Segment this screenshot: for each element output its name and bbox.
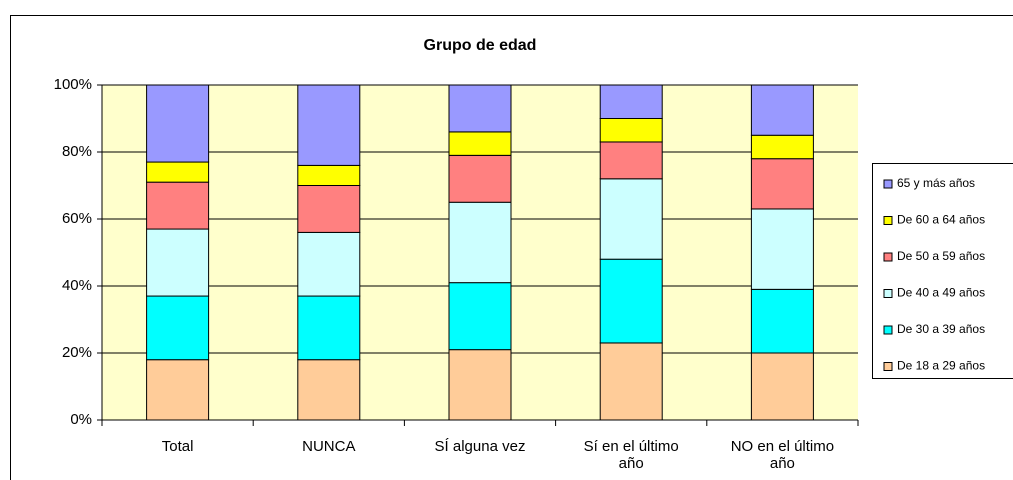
bar-segment <box>146 84 210 163</box>
bar-segment <box>297 359 361 421</box>
legend-label: 65 y más años <box>897 176 975 190</box>
bar-segment <box>750 288 814 354</box>
legend-swatch <box>883 179 893 189</box>
bar-segment <box>750 84 814 136</box>
bar-segment <box>146 161 210 183</box>
bar-segment <box>297 164 361 186</box>
bar-segment <box>448 201 512 284</box>
bar-segment <box>297 185 361 233</box>
x-tick-label: NUNCA <box>302 438 356 455</box>
bar-segment <box>297 84 361 166</box>
bar-segment <box>599 118 663 143</box>
bar-segment <box>750 208 814 290</box>
legend-box <box>872 163 1013 379</box>
bar-segment <box>297 231 361 297</box>
legend-label: De 18 a 29 años <box>897 359 985 373</box>
bar-segment <box>146 359 210 421</box>
bar-segment <box>599 342 663 421</box>
legend-label: De 40 a 49 años <box>897 286 985 300</box>
bar-segment <box>599 141 663 180</box>
legend-swatch <box>883 325 893 335</box>
bar-segment <box>448 349 512 421</box>
legend-swatch <box>883 289 893 298</box>
bar-segment <box>146 228 210 297</box>
y-tick-label: 40% <box>62 277 92 294</box>
x-tick-label: Sí en el último año <box>583 438 679 472</box>
legend-swatch <box>883 216 893 225</box>
bar-segment <box>448 282 512 351</box>
bar-segment <box>448 154 512 203</box>
legend-swatch <box>883 362 893 371</box>
bar-segment <box>750 134 814 160</box>
legend-label: De 50 a 59 años <box>897 249 985 263</box>
bar-segment <box>146 181 210 230</box>
y-tick-label: 0% <box>70 411 92 428</box>
bar-segment <box>297 295 361 361</box>
bar-segment <box>599 178 663 260</box>
x-tick-label: NO en el último año <box>730 438 835 472</box>
y-tick-label: 100% <box>54 76 92 93</box>
x-tick-label: SÍ alguna vez <box>434 438 526 455</box>
bar-segment <box>750 158 814 210</box>
legend-label: De 30 a 39 años <box>897 322 985 336</box>
bar-segment <box>146 295 210 361</box>
chart-title: Grupo de edad <box>424 37 537 54</box>
bar-segment <box>599 84 663 119</box>
bar-segment <box>750 352 814 421</box>
bar-segment <box>448 84 512 133</box>
y-tick-label: 60% <box>62 210 92 227</box>
bar-segment <box>599 258 663 344</box>
x-tick-label: Total <box>161 438 194 455</box>
legend-label: De 60 a 64 años <box>897 213 985 227</box>
bar-segment <box>448 131 512 156</box>
legend-swatch <box>883 252 893 262</box>
y-tick-label: 80% <box>62 143 92 160</box>
y-tick-label: 20% <box>62 344 92 361</box>
